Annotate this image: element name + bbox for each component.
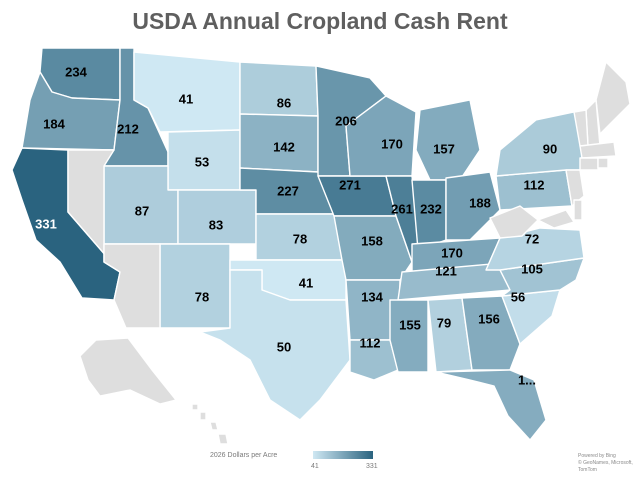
state-nj[interactable]: [565, 169, 585, 207]
state-value-wi: 170: [381, 136, 403, 151]
state-value-mt: 41: [179, 91, 193, 106]
state-hi[interactable]: [191, 403, 229, 445]
state-value-ky: 170: [441, 245, 463, 260]
state-value-ok: 41: [299, 275, 313, 290]
state-md[interactable]: [537, 209, 575, 229]
state-value-nm: 78: [195, 289, 209, 304]
state-value-id: 212: [117, 121, 139, 136]
state-value-ne: 227: [277, 183, 299, 198]
state-value-va: 72: [525, 231, 539, 246]
legend-title: 2026 Dollars per Acre: [210, 452, 278, 459]
state-la[interactable]: [349, 339, 399, 381]
state-value-co: 83: [209, 217, 223, 232]
attribution-credits: © GeoNames, Microsoft, TomTom: [578, 460, 633, 473]
state-az[interactable]: [103, 243, 161, 329]
state-value-il: 261: [391, 201, 413, 216]
state-value-pa: 112: [524, 177, 545, 192]
state-value-mi: 157: [433, 141, 455, 156]
state-nm[interactable]: [159, 243, 231, 329]
state-value-ks: 78: [293, 231, 307, 246]
state-va[interactable]: [485, 227, 585, 271]
state-me[interactable]: [595, 61, 631, 135]
state-ms[interactable]: [389, 299, 429, 373]
state-value-wy: 53: [195, 154, 209, 169]
state-ma[interactable]: [579, 141, 617, 159]
state-oh[interactable]: [445, 171, 501, 241]
state-value-wa: 234: [65, 64, 87, 79]
state-ct[interactable]: [579, 157, 599, 171]
state-wi[interactable]: [345, 95, 417, 177]
state-wv[interactable]: [489, 205, 539, 239]
state-fl[interactable]: [435, 369, 547, 441]
state-de[interactable]: [573, 199, 583, 221]
state-ak[interactable]: [79, 337, 177, 405]
state-value-la: 112: [360, 335, 381, 350]
state-mi[interactable]: [415, 99, 481, 181]
legend-gradient-bar: [313, 451, 373, 459]
state-value-ga: 156: [478, 311, 500, 326]
state-ri[interactable]: [597, 157, 609, 169]
state-value-sd: 142: [273, 139, 295, 154]
state-value-sc: 56: [511, 289, 525, 304]
state-value-mo: 158: [361, 233, 383, 248]
state-value-nd: 86: [277, 95, 291, 110]
state-value-al: 79: [437, 315, 451, 330]
legend-max-label: 331: [366, 463, 378, 470]
state-value-ms: 155: [399, 317, 421, 332]
state-value-oh: 188: [469, 195, 491, 210]
state-tx[interactable]: [199, 269, 351, 421]
state-value-ia: 271: [339, 177, 361, 192]
map-attribution: Powered by Bing © GeoNames, Microsoft, T…: [578, 453, 636, 474]
state-value-ny: 90: [543, 141, 557, 156]
state-value-tn: 121: [435, 263, 457, 278]
state-value-ar: 134: [361, 289, 383, 304]
state-value-in: 232: [420, 201, 442, 216]
state-value-tx: 50: [277, 339, 291, 354]
state-value-nc: 105: [521, 261, 543, 276]
state-value-ut: 87: [135, 203, 149, 218]
attribution-powered: Powered by Bing: [578, 453, 616, 459]
state-ga[interactable]: [461, 295, 521, 371]
state-value-fl: 1...: [518, 372, 536, 387]
map-title: USDA Annual Cropland Cash Rent: [132, 8, 508, 34]
state-value-mn: 206: [335, 113, 357, 128]
state-value-or: 184: [43, 116, 65, 131]
legend-min-label: 41: [311, 463, 319, 470]
state-value-ca: 331: [35, 216, 57, 231]
